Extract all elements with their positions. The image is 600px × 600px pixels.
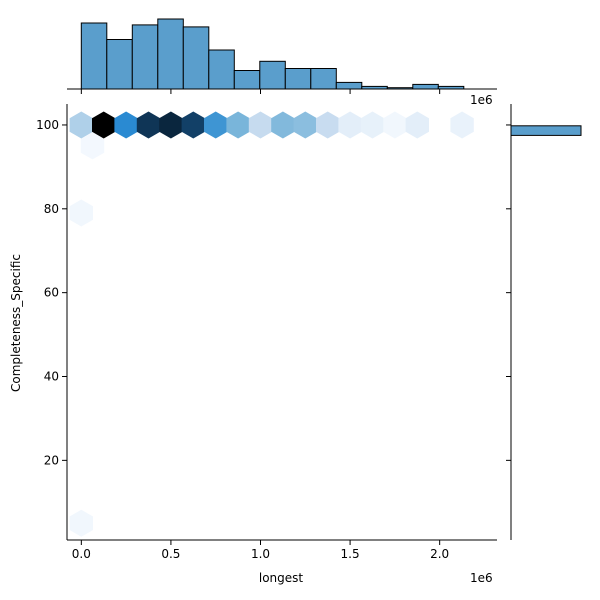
hexbin: [69, 111, 93, 139]
x-tick-label: 0.5: [161, 547, 180, 561]
axes: 0.0 0.5 1.0 1.5 2.0 20 40 60 80 100: [36, 104, 497, 561]
top-hist-bar: [233, 70, 261, 90]
top-marginal-histogram: [67, 18, 497, 94]
y-axis-label: Completeness_Specific: [9, 254, 23, 392]
hexbin: [338, 111, 362, 139]
x-axis-label: longest: [259, 571, 304, 585]
hexbin: [69, 199, 93, 227]
top-hist-bar: [310, 68, 337, 90]
right-marginal-histogram: [506, 104, 582, 540]
top-hist-bar: [157, 18, 184, 90]
y-tick-label: 20: [44, 453, 59, 467]
x-offset-label: 1e6: [470, 571, 493, 585]
y-tick-label: 60: [44, 286, 59, 300]
hexbin: [360, 111, 385, 139]
x-tick-label: 1.0: [251, 547, 270, 561]
top-offset-label: 1e6: [470, 93, 493, 107]
y-tick-label: 40: [44, 370, 59, 384]
hexbin: [159, 111, 183, 139]
hexbin: [226, 111, 250, 139]
top-hist-bar: [208, 49, 235, 90]
hexbin: [204, 111, 228, 139]
hexbin: [80, 132, 105, 160]
right-hist-bar: [510, 125, 582, 136]
top-hist-bar: [106, 39, 133, 90]
hexbin: [316, 111, 340, 139]
hexbin: [69, 509, 93, 537]
hexbin-plot: [69, 111, 474, 537]
hexbin: [293, 111, 317, 139]
x-tick-label: 1.5: [341, 547, 360, 561]
y-tick-label: 100: [36, 118, 59, 132]
top-hist-bar: [259, 60, 286, 90]
top-hist-bar: [284, 68, 312, 90]
hexbin: [248, 111, 273, 139]
top-hist-bar: [80, 22, 108, 90]
hexbin: [405, 111, 429, 139]
y-tick-label: 80: [44, 202, 59, 216]
top-hist-bar: [335, 81, 363, 90]
x-tick-label: 0.0: [72, 547, 91, 561]
hexbin: [450, 111, 474, 139]
hexbin: [383, 111, 407, 139]
top-hist-bar: [131, 24, 159, 90]
x-tick-label: 2.0: [430, 547, 449, 561]
hexbin: [136, 111, 161, 139]
hexbin: [114, 111, 138, 139]
hexbin: [271, 111, 295, 139]
top-hist-bar: [412, 83, 439, 90]
hexbin: [181, 111, 205, 139]
top-hist-bar: [182, 26, 210, 90]
hexbin: [92, 111, 116, 139]
